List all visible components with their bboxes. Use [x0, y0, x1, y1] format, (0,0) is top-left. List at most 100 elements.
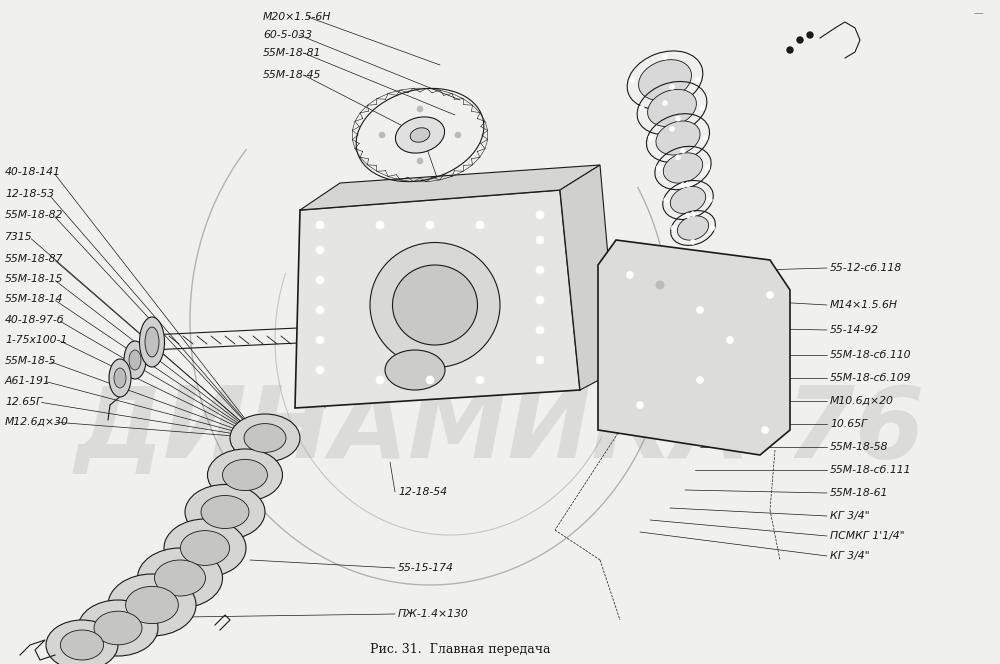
Text: 55М-18-5: 55М-18-5 — [5, 356, 56, 366]
Ellipse shape — [230, 414, 300, 462]
Text: Рис. 31.  Главная передача: Рис. 31. Главная передача — [370, 643, 550, 657]
Text: 55М-18-45: 55М-18-45 — [263, 70, 321, 80]
Text: ПЖ-1.4×130: ПЖ-1.4×130 — [398, 609, 469, 619]
Ellipse shape — [244, 424, 286, 452]
Circle shape — [695, 78, 700, 82]
Circle shape — [680, 148, 686, 153]
Polygon shape — [300, 165, 600, 210]
Circle shape — [316, 306, 324, 314]
Ellipse shape — [639, 60, 691, 100]
Circle shape — [686, 213, 690, 218]
Circle shape — [426, 221, 434, 229]
Circle shape — [662, 101, 668, 106]
Ellipse shape — [370, 242, 500, 367]
Text: КГ 3/4": КГ 3/4" — [830, 511, 870, 521]
Circle shape — [476, 376, 484, 384]
Polygon shape — [598, 240, 790, 455]
Circle shape — [676, 155, 680, 160]
Circle shape — [476, 221, 484, 229]
Circle shape — [676, 116, 680, 122]
Circle shape — [648, 135, 653, 141]
Circle shape — [639, 106, 644, 110]
Text: 55М-18-15: 55М-18-15 — [5, 274, 63, 284]
Circle shape — [662, 54, 668, 59]
Circle shape — [455, 132, 461, 138]
Ellipse shape — [201, 495, 249, 529]
Circle shape — [797, 37, 803, 43]
Polygon shape — [295, 190, 580, 408]
Circle shape — [316, 336, 324, 344]
Circle shape — [726, 337, 734, 343]
Circle shape — [536, 326, 544, 334]
Circle shape — [700, 106, 705, 110]
Text: 55М-18-61: 55М-18-61 — [830, 488, 888, 498]
Circle shape — [767, 291, 774, 299]
Text: —: — — [973, 8, 983, 18]
Ellipse shape — [124, 341, 146, 379]
Circle shape — [630, 78, 635, 82]
Text: 55М-18-14: 55М-18-14 — [5, 294, 63, 304]
Ellipse shape — [385, 350, 445, 390]
Text: 40-18-141: 40-18-141 — [5, 167, 61, 177]
Text: А61-191: А61-191 — [5, 376, 51, 386]
Ellipse shape — [164, 519, 246, 577]
Circle shape — [690, 239, 696, 244]
Text: 55М-18-81: 55М-18-81 — [263, 48, 321, 58]
Circle shape — [637, 402, 644, 408]
Text: ДИНАМИКА 76: ДИНАМИКА 76 — [75, 382, 925, 479]
Ellipse shape — [129, 350, 141, 370]
Circle shape — [696, 307, 704, 313]
Circle shape — [316, 246, 324, 254]
Circle shape — [536, 211, 544, 219]
Circle shape — [316, 276, 324, 284]
Ellipse shape — [114, 368, 126, 388]
Ellipse shape — [109, 359, 131, 397]
Circle shape — [705, 165, 710, 171]
Text: 12.65Г: 12.65Г — [5, 397, 42, 407]
Text: 55М-18-сб.109: 55М-18-сб.109 — [830, 373, 912, 383]
Circle shape — [376, 221, 384, 229]
Circle shape — [762, 426, 768, 434]
Text: 12-18-53: 12-18-53 — [5, 189, 54, 199]
Ellipse shape — [94, 611, 142, 645]
Circle shape — [680, 183, 686, 188]
Text: 55М-18-58: 55М-18-58 — [830, 442, 888, 452]
Text: М10.6д×20: М10.6д×20 — [830, 396, 894, 406]
Circle shape — [707, 197, 712, 203]
Ellipse shape — [410, 127, 430, 142]
Text: 55М-18-сб.110: 55М-18-сб.110 — [830, 350, 912, 360]
Circle shape — [670, 84, 674, 90]
Circle shape — [807, 32, 813, 38]
Text: 55-12-сб.118: 55-12-сб.118 — [830, 263, 902, 273]
Text: 55М-18-82: 55М-18-82 — [5, 210, 63, 220]
Text: 55-15-174: 55-15-174 — [398, 563, 454, 573]
Ellipse shape — [656, 121, 700, 155]
Text: 7315: 7315 — [5, 232, 32, 242]
Circle shape — [671, 226, 676, 230]
Text: 55-14-92: 55-14-92 — [830, 325, 879, 335]
Ellipse shape — [60, 630, 104, 660]
Ellipse shape — [677, 216, 709, 240]
Text: М12.6д×30: М12.6д×30 — [5, 417, 69, 427]
Text: 55М-18-87: 55М-18-87 — [5, 254, 63, 264]
Circle shape — [656, 281, 664, 289]
Ellipse shape — [663, 153, 703, 183]
Text: КГ 3/4": КГ 3/4" — [830, 551, 870, 561]
Text: 55М-18-сб.111: 55М-18-сб.111 — [830, 465, 912, 475]
Circle shape — [316, 366, 324, 374]
Circle shape — [664, 197, 669, 203]
Circle shape — [316, 221, 324, 229]
Ellipse shape — [46, 620, 118, 664]
Ellipse shape — [154, 560, 206, 596]
Text: 1-75х100-1: 1-75х100-1 — [5, 335, 67, 345]
Ellipse shape — [180, 531, 230, 566]
Ellipse shape — [185, 485, 265, 539]
Ellipse shape — [108, 574, 196, 636]
Ellipse shape — [395, 117, 445, 153]
Circle shape — [536, 266, 544, 274]
Circle shape — [696, 376, 704, 384]
Circle shape — [536, 296, 544, 304]
Circle shape — [670, 127, 674, 131]
Text: 10.65Г: 10.65Г — [830, 419, 867, 429]
Text: 40-18-97-б: 40-18-97-б — [5, 315, 65, 325]
